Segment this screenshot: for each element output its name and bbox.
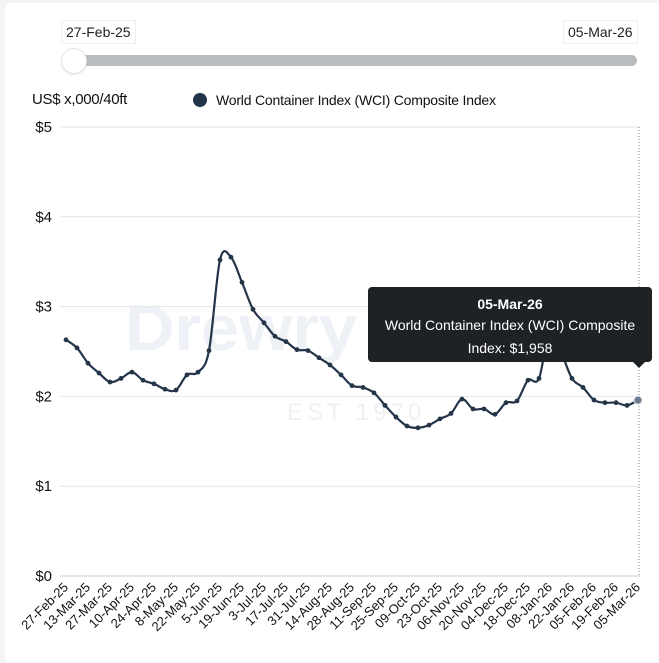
tooltip-value: Index: $1,958 <box>467 340 553 356</box>
data-point[interactable] <box>624 402 630 408</box>
data-point[interactable] <box>173 387 179 393</box>
legend-item[interactable]: World Container Index (WCI) Composite In… <box>193 92 496 108</box>
data-point[interactable] <box>107 379 113 385</box>
data-point[interactable] <box>96 370 102 376</box>
data-point[interactable] <box>217 257 223 263</box>
data-point[interactable] <box>63 337 69 343</box>
tooltip-date: 05-Mar-26 <box>477 296 543 312</box>
data-point[interactable] <box>459 396 465 402</box>
data-point[interactable] <box>283 339 289 345</box>
data-point[interactable] <box>481 406 487 412</box>
data-point[interactable] <box>151 381 157 387</box>
data-point[interactable] <box>206 348 212 354</box>
line-chart: Drewry EST 1970 $0$1$2$3$4$5 27-Feb-2513… <box>18 119 643 634</box>
data-point[interactable] <box>250 306 256 312</box>
y-tick-label: $4 <box>35 209 52 226</box>
data-point[interactable] <box>371 390 377 396</box>
data-point[interactable] <box>580 385 586 390</box>
data-point[interactable] <box>591 397 597 403</box>
y-tick-label: $0 <box>35 568 52 585</box>
data-point[interactable] <box>382 402 388 408</box>
data-point[interactable] <box>140 377 146 383</box>
data-point[interactable] <box>514 398 520 404</box>
data-point[interactable] <box>118 376 124 381</box>
data-point[interactable] <box>536 376 542 381</box>
data-point[interactable] <box>85 360 91 366</box>
data-point[interactable] <box>613 400 619 406</box>
range-end-label: 05-Mar-26 <box>563 20 638 44</box>
data-point[interactable] <box>162 386 168 392</box>
data-point[interactable] <box>426 422 432 428</box>
y-tick-label: $1 <box>35 478 52 495</box>
range-slider-track[interactable] <box>62 55 637 66</box>
watermark-logo: Drewry <box>125 292 357 364</box>
data-point[interactable] <box>360 385 366 390</box>
y-tick-label: $5 <box>35 119 52 136</box>
data-point[interactable] <box>316 355 322 361</box>
data-point[interactable] <box>305 348 311 354</box>
data-point[interactable] <box>393 414 399 420</box>
data-point[interactable] <box>448 411 454 416</box>
y-axis-title: US$ x,000/40ft <box>32 91 128 108</box>
data-point[interactable] <box>633 395 643 405</box>
range-start-label: 27-Feb-25 <box>61 20 136 44</box>
y-tick-label: $3 <box>35 299 52 316</box>
data-point[interactable] <box>74 345 80 351</box>
data-point[interactable] <box>195 369 201 375</box>
data-point[interactable] <box>492 411 498 417</box>
data-point[interactable] <box>338 372 344 378</box>
data-point[interactable] <box>415 425 421 431</box>
legend-label: World Container Index (WCI) Composite In… <box>216 92 496 108</box>
data-point[interactable] <box>239 279 245 285</box>
data-point[interactable] <box>569 376 575 381</box>
y-tick-label: $2 <box>35 388 52 405</box>
data-point[interactable] <box>327 362 333 368</box>
tooltip: 05-Mar-26 World Container Index (WCI) Co… <box>368 287 652 368</box>
tooltip-series: World Container Index (WCI) Composite <box>384 317 636 333</box>
data-point[interactable] <box>602 400 608 406</box>
data-point[interactable] <box>470 406 476 412</box>
data-point[interactable] <box>261 320 267 326</box>
legend-marker-icon <box>193 93 207 107</box>
tooltip-arrow <box>633 362 645 368</box>
data-point[interactable] <box>184 372 190 378</box>
data-point[interactable] <box>294 347 300 353</box>
data-point[interactable] <box>272 333 278 339</box>
data-point[interactable] <box>129 369 135 375</box>
data-point[interactable] <box>228 254 234 260</box>
data-point[interactable] <box>349 383 355 389</box>
data-point[interactable] <box>437 416 443 422</box>
watermark-est: EST 1970 <box>287 399 425 426</box>
data-point[interactable] <box>525 377 531 383</box>
data-point[interactable] <box>404 423 410 429</box>
range-slider-handle[interactable] <box>61 48 87 74</box>
data-point[interactable] <box>503 400 509 406</box>
